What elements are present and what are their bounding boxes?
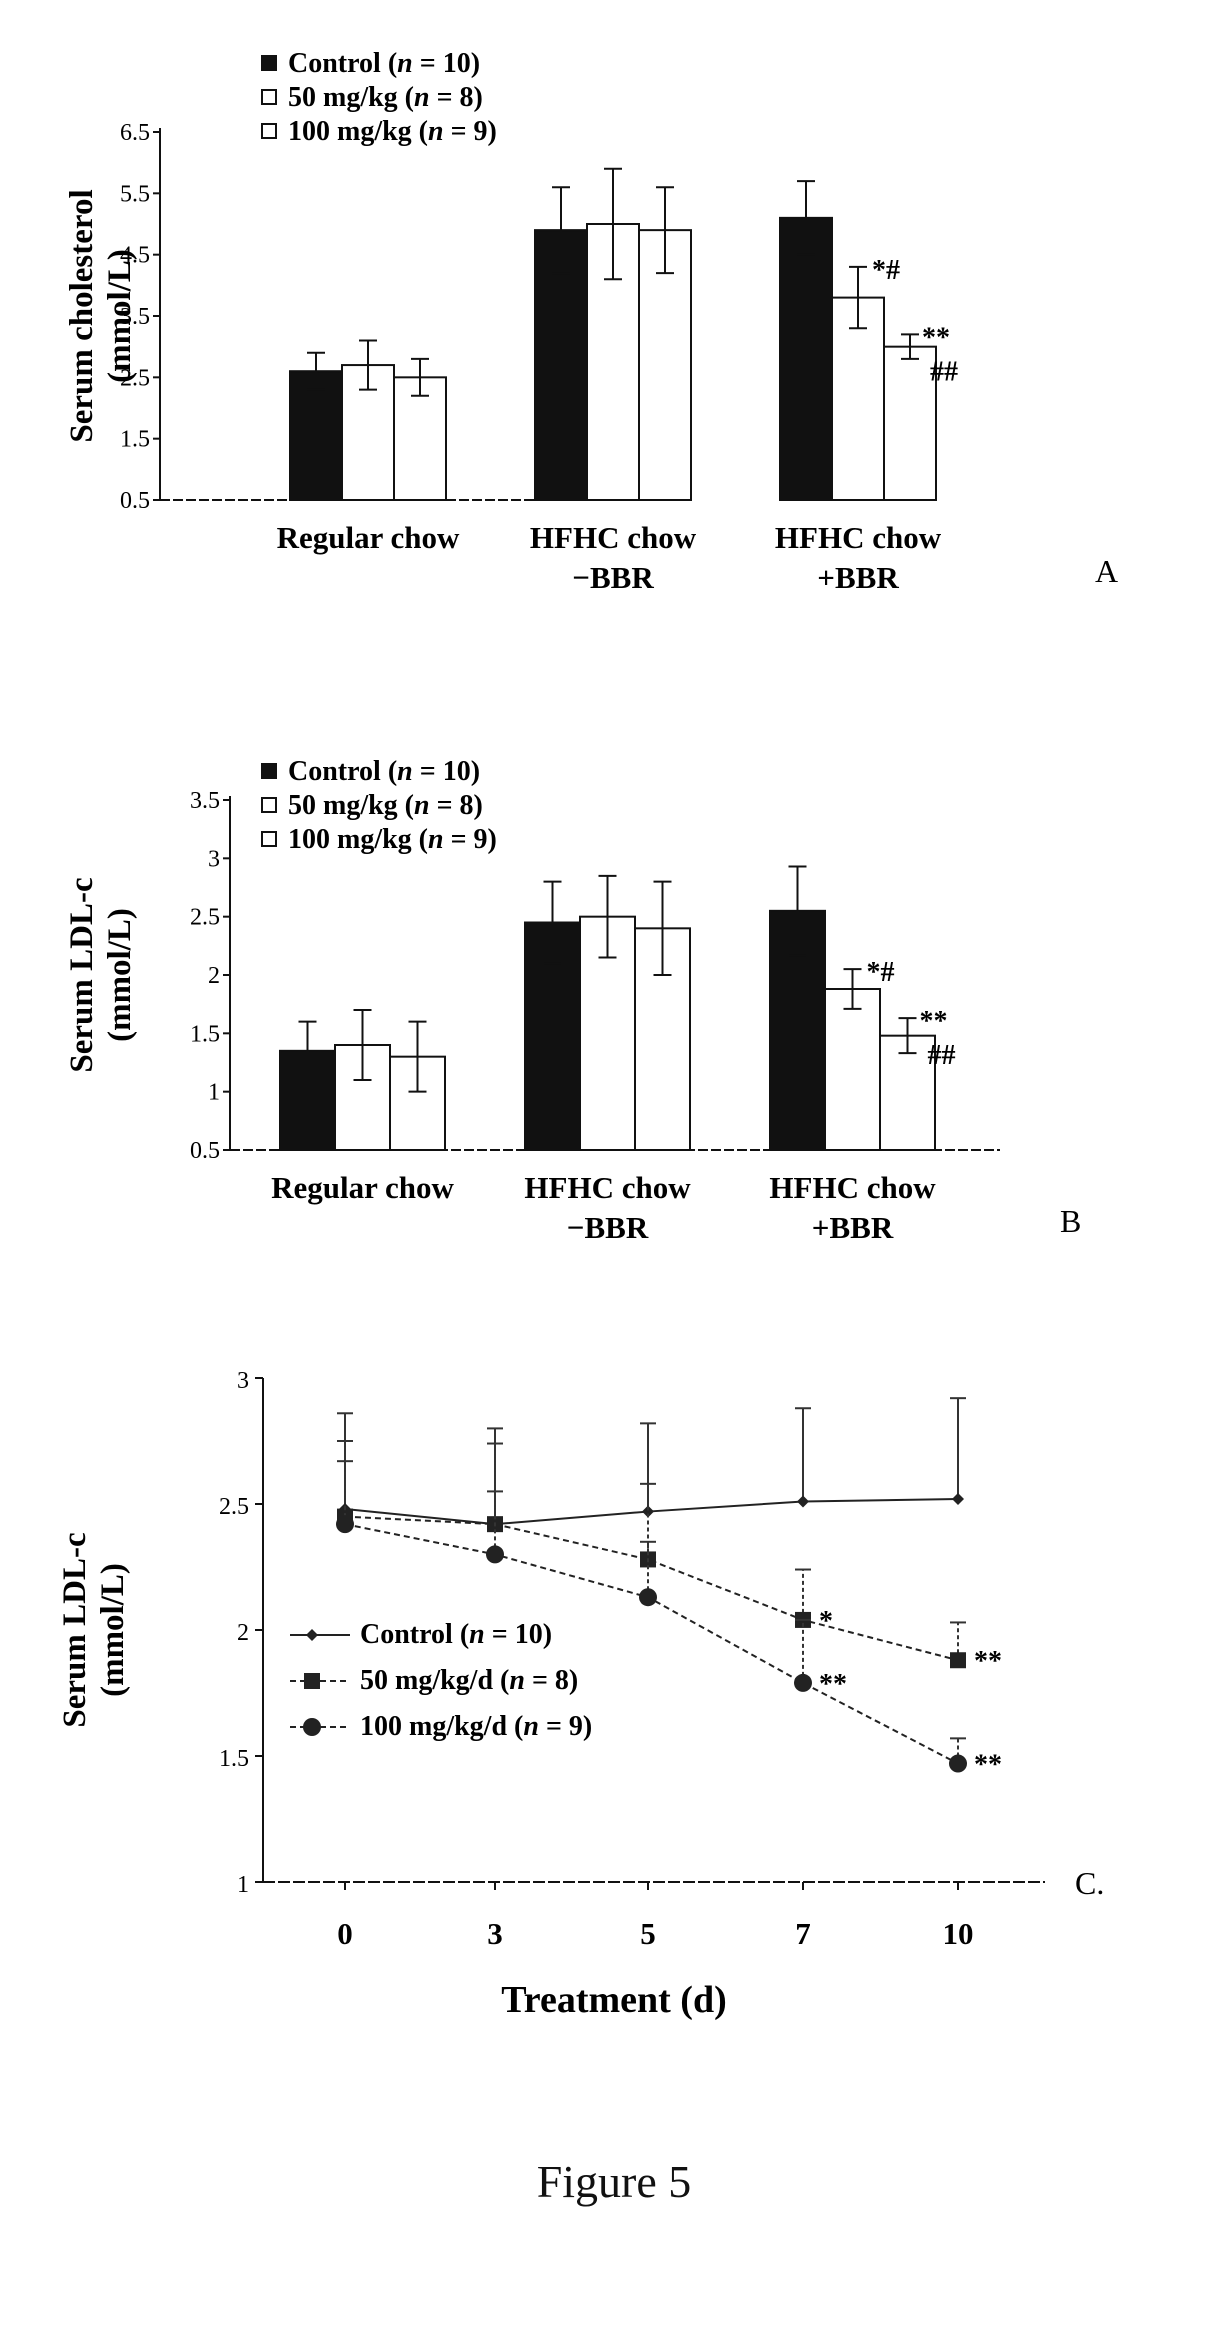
y-tick-label: 1: [237, 1872, 249, 1898]
panel-b-chart: 0.5 1 1.5 2 2.5 3 3.5 Serum LDL-c(mmol/L) *# **##…: [64, 756, 1081, 1245]
data-point: [797, 1495, 809, 1507]
y-axis-title-unit: (mmol/L): [95, 1563, 131, 1697]
legend-label: 50 mg/kg (n = 8): [288, 82, 483, 113]
category-label: HFHC chow: [524, 1170, 691, 1205]
category-label: HFHC chow: [775, 520, 942, 555]
y-tick-label: 6.5: [120, 120, 150, 146]
significance-label: ##: [928, 1040, 956, 1071]
category-label: HFHC chow: [530, 520, 697, 555]
significance-label: **: [922, 322, 950, 353]
y-axis-title: Serum cholesterol: [64, 189, 100, 442]
category-label: −BBR: [567, 1210, 649, 1245]
legend-marker: [306, 1629, 318, 1641]
data-point: [949, 1755, 967, 1773]
x-axis-title: Treatment (d): [501, 1979, 726, 2021]
significance-label: *#: [872, 255, 900, 286]
y-tick-label: 2: [208, 963, 220, 989]
panel-c-chart: 1 1.5 2 2.5 3 0 3 5 7 10 Serum LDL-c(mmol/L) Treatm…: [57, 1368, 1104, 2021]
y-tick-label: 1.5: [120, 427, 150, 453]
y-axis-title: Serum LDL-c: [57, 1532, 93, 1727]
bar: [825, 989, 880, 1150]
legend-label: 100 mg/kg/d (n = 9): [360, 1711, 592, 1742]
category-label: −BBR: [572, 560, 654, 595]
significance-label: **: [974, 1646, 1002, 1677]
legend-marker: [304, 1673, 320, 1689]
data-point: [639, 1588, 657, 1606]
y-tick-label: 3: [208, 846, 220, 872]
category-label: HFHC chow: [769, 1170, 936, 1205]
y-tick-label: 1.5: [190, 1021, 220, 1047]
legend-marker: [303, 1718, 321, 1736]
category-label: +BBR: [812, 1210, 894, 1245]
y-tick-label: 3: [237, 1368, 249, 1394]
y-axis-title: Serum LDL-c: [64, 877, 100, 1072]
y-axis-title-unit: (mmol/L): [102, 908, 138, 1042]
category-label: +BBR: [817, 560, 899, 595]
x-tick-label: 10: [943, 1916, 974, 1951]
panel-letter: C.: [1075, 1865, 1104, 1901]
y-tick-label: 3.5: [190, 788, 220, 814]
significance-label: *: [819, 1606, 833, 1637]
category-label: Regular chow: [271, 1170, 454, 1205]
legend-label: Control (n = 10): [288, 756, 480, 787]
legend-swatch: [262, 124, 276, 138]
y-tick-label: 0.5: [190, 1138, 220, 1164]
y-tick-label: 1.5: [219, 1746, 249, 1772]
data-point: [336, 1515, 354, 1533]
legend-label: 100 mg/kg (n = 9): [288, 824, 497, 855]
x-tick-label: 7: [795, 1916, 811, 1951]
legend-swatch: [262, 90, 276, 104]
data-point: [950, 1652, 966, 1668]
x-tick-label: 0: [337, 1916, 353, 1951]
significance-label: **: [974, 1750, 1002, 1781]
y-tick-label: 0.5: [120, 488, 150, 514]
panel-letter: B: [1060, 1203, 1081, 1239]
y-tick-label: 2.5: [190, 905, 220, 931]
legend-label: Control (n = 10): [288, 48, 480, 79]
data-point: [794, 1674, 812, 1692]
x-tick-label: 5: [640, 1916, 656, 1951]
legend-swatch: [262, 56, 276, 70]
category-label: Regular chow: [277, 520, 460, 555]
y-tick-label: 2.5: [219, 1494, 249, 1520]
panel-letter: A: [1095, 553, 1118, 589]
bar: [884, 347, 936, 500]
y-tick-label: 2: [237, 1620, 249, 1646]
legend-label: 100 mg/kg (n = 9): [288, 116, 497, 147]
y-axis-title-unit: (mmol/L): [102, 249, 138, 383]
significance-label: *#: [867, 957, 895, 988]
significance-label: **: [920, 1006, 948, 1037]
significance-label: ##: [930, 356, 958, 387]
legend-swatch: [262, 764, 276, 778]
legend-label: 50 mg/kg/d (n = 8): [360, 1665, 578, 1696]
data-point: [486, 1545, 504, 1563]
legend-swatch: [262, 798, 276, 812]
figure-caption: Figure 5: [0, 2155, 1228, 2208]
legend-swatch: [262, 832, 276, 846]
panel-a-chart: 0.51.52.53.54.55.56.5Serum cholesterol(m…: [64, 48, 1118, 595]
y-tick-label: 5.5: [120, 181, 150, 207]
legend-label: Control (n = 10): [360, 1619, 552, 1650]
legend-label: 50 mg/kg (n = 8): [288, 790, 483, 821]
x-tick-label: 3: [487, 1916, 503, 1951]
bar: [780, 218, 832, 500]
y-tick-label: 1: [208, 1080, 220, 1106]
significance-label: **: [819, 1669, 847, 1700]
data-point: [952, 1493, 964, 1505]
